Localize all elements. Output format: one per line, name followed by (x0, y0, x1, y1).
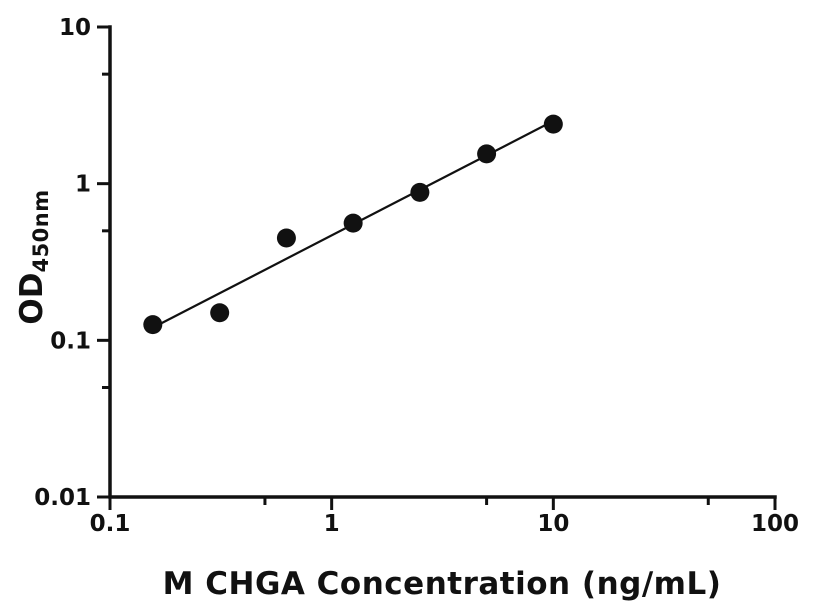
data-point (410, 182, 430, 202)
y-tick-label: 0.1 (50, 328, 91, 354)
axis-frame (108, 25, 777, 499)
x-axis-label: M CHGA Concentration (ng/mL) (162, 566, 722, 602)
data-point (543, 114, 563, 134)
x-tick-label: 100 (751, 511, 799, 537)
y-tick-label: 1 (75, 172, 91, 198)
y-axis-label-subscript: 450nm (29, 189, 53, 273)
y-tick-label: 0.01 (34, 485, 91, 511)
data-point (343, 213, 363, 233)
x-tick-label: 10 (537, 511, 569, 537)
data-point (477, 144, 497, 164)
y-tick-label: 10 (59, 15, 91, 41)
y-axis-label: OD450nm (14, 189, 53, 325)
x-tick-label: 1 (324, 511, 340, 537)
data-point (276, 228, 296, 248)
x-tick-label: 0.1 (90, 511, 131, 537)
data-point (210, 303, 230, 323)
y-axis-label-main: OD (14, 272, 50, 325)
data-point (143, 315, 163, 335)
